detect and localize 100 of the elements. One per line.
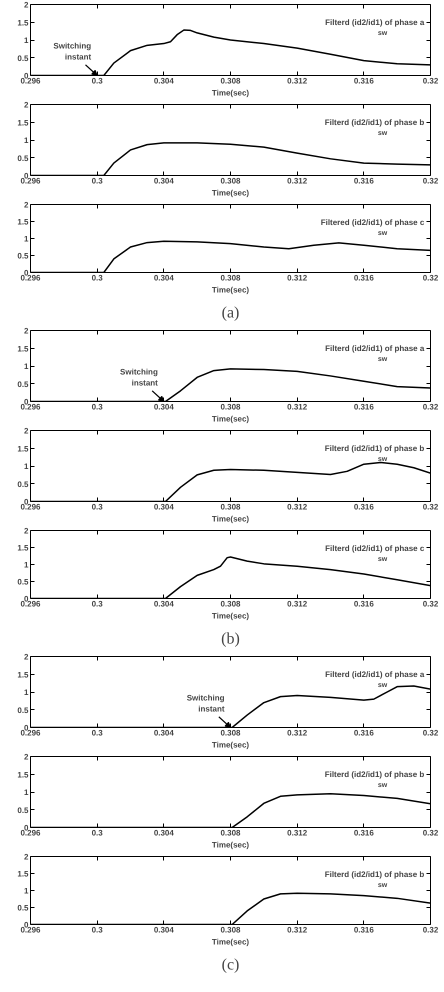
y-tick-label: 2 [24, 326, 30, 336]
y-tick-label: 0.5 [17, 54, 30, 63]
x-axis-title: Time(sec) [212, 286, 250, 294]
x-tick-label: 0.32 [422, 926, 439, 934]
x-tick-label: 0.312 [287, 176, 308, 186]
y-tick-label: 1.5 [17, 770, 30, 780]
y-tick-label: 1.5 [17, 118, 30, 128]
x-tick-label: 0.32 [422, 728, 439, 738]
x-tick-label: 0.316 [354, 274, 374, 282]
y-tick-label: 2 [24, 100, 30, 110]
x-tick-label: 0.312 [287, 600, 308, 608]
x-tick-label: 0.308 [220, 828, 242, 838]
y-tick-label: 0.5 [17, 806, 30, 815]
x-axis-title: Time(sec) [212, 514, 250, 524]
y-tick-label: 1 [24, 886, 30, 896]
y-tick-label: 1.5 [17, 18, 30, 28]
x-tick-label: 0.316 [354, 402, 374, 412]
x-tick-label: 0.304 [154, 600, 174, 608]
x-tick-label: 0.3 [92, 728, 104, 738]
y-tick-label: 1 [24, 788, 30, 797]
x-tick-label: 0.3 [92, 76, 104, 86]
x-axis-title: Time(sec) [212, 414, 250, 424]
y-tick-label: 0.5 [17, 380, 30, 389]
x-tick-label: 0.32 [422, 274, 439, 282]
x-tick-label: 0.3 [92, 402, 104, 412]
y-tick-label: 0.5 [17, 706, 30, 715]
y-tick-label: 1.5 [17, 344, 30, 354]
x-tick-label: 0.308 [220, 600, 242, 608]
x-tick-label: 0.312 [287, 402, 308, 412]
x-tick-label: 0.3 [92, 274, 104, 282]
y-tick-label: 0.5 [17, 480, 30, 489]
x-tick-label: 0.32 [422, 600, 439, 608]
y-tick-label: 0.5 [17, 904, 30, 912]
y-tick-label: 1 [24, 234, 30, 244]
x-tick-label: 0.316 [354, 176, 374, 186]
y-tick-label: 1.5 [17, 218, 30, 226]
x-tick-label: 0.316 [354, 76, 374, 86]
x-tick-label: 0.304 [154, 402, 174, 412]
x-axis-title: Time(sec) [212, 938, 250, 946]
x-tick-label: 0.316 [354, 728, 374, 738]
x-tick-label: 0.312 [287, 76, 308, 86]
x-tick-label: 0.308 [220, 926, 242, 934]
y-tick-label: 1 [24, 362, 30, 371]
x-tick-label: 0.3 [92, 176, 104, 186]
x-tick-label: 0.304 [154, 926, 174, 934]
y-tick-label: 1 [24, 136, 30, 145]
y-tick-label: 2 [24, 852, 30, 862]
y-tick-label: 0.5 [17, 154, 30, 163]
x-tick-label: 0.3 [92, 600, 104, 608]
y-tick-label: 2 [24, 426, 30, 436]
x-tick-label: 0.308 [220, 502, 242, 512]
x-tick-label: 0.304 [154, 828, 174, 838]
x-tick-label: 0.316 [354, 926, 374, 934]
x-tick-label: 0.304 [154, 502, 174, 512]
y-tick-label: 1.5 [17, 870, 30, 878]
x-tick-label: 0.3 [92, 926, 104, 934]
text: (a) [222, 304, 240, 322]
x-axis-title: Time(sec) [212, 88, 250, 98]
x-tick-label: 0.312 [287, 926, 308, 934]
text: (b) [221, 630, 240, 648]
x-tick-label: 0.316 [354, 828, 374, 838]
x-tick-label: 0.316 [354, 502, 374, 512]
x-tick-label: 0.304 [154, 176, 174, 186]
y-tick-label: 1.5 [17, 444, 30, 454]
y-tick-label: 2 [24, 526, 30, 536]
y-tick-label: 1.5 [17, 544, 30, 552]
x-tick-label: 0.32 [422, 502, 439, 512]
y-tick-label: 1 [24, 36, 30, 45]
x-axis-title: Time(sec) [212, 188, 250, 198]
x-tick-label: 0.312 [287, 502, 308, 512]
text: (c) [222, 956, 240, 974]
x-tick-label: 0.304 [154, 728, 174, 738]
x-tick-label: 0.308 [220, 728, 242, 738]
x-tick-label: 0.304 [154, 274, 174, 282]
y-tick-label: 2 [24, 200, 30, 210]
y-tick-label: 1.5 [17, 670, 30, 680]
annotation: Switching instant [186, 694, 225, 714]
x-tick-label: 0.32 [422, 828, 439, 838]
y-tick-label: 0.5 [17, 252, 30, 260]
x-tick-label: 0.32 [422, 402, 439, 412]
x-axis-title: Time(sec) [212, 612, 250, 620]
y-tick-label: 1 [24, 560, 30, 570]
y-tick-label: 1 [24, 688, 30, 697]
x-axis-title: Time(sec) [212, 740, 250, 750]
y-tick-label: 2 [24, 0, 30, 10]
x-tick-label: 0.308 [220, 76, 242, 86]
y-tick-label: 2 [24, 652, 30, 662]
x-tick-label: 0.308 [220, 402, 242, 412]
y-tick-label: 1 [24, 462, 30, 471]
x-tick-label: 0.32 [422, 176, 439, 186]
annotation: Switching instant [53, 42, 92, 62]
x-tick-label: 0.308 [220, 176, 242, 186]
x-axis-title: Time(sec) [212, 840, 250, 850]
y-tick-label: 0.5 [17, 578, 30, 586]
x-tick-label: 0.304 [154, 76, 174, 86]
annotation: Switching instant [120, 368, 158, 388]
y-tick-label: 2 [24, 752, 30, 762]
x-tick-label: 0.312 [287, 728, 308, 738]
x-tick-label: 0.316 [354, 600, 374, 608]
x-tick-label: 0.312 [287, 828, 308, 838]
